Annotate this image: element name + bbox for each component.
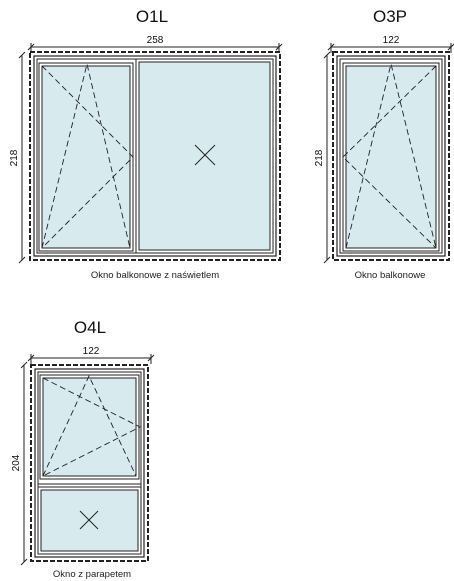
fixed-pane-o1l: [135, 58, 274, 254]
wall-opening-o1l: [29, 51, 281, 261]
caption-o4l: Okno z parapetem: [53, 569, 131, 580]
wall-opening-o3p: [332, 51, 450, 261]
height-dimension-o3p: 218: [314, 51, 331, 264]
width-dimension-o3p: 122: [327, 35, 454, 53]
window-code-o3p: O3P: [373, 7, 407, 26]
width-label-o3p: 122: [383, 35, 400, 46]
window-code-o4l: O4L: [74, 318, 106, 337]
window-o1l: O1L 258 218: [9, 7, 283, 281]
width-label-o4l: 122: [83, 346, 100, 357]
width-dimension-o1l: 258: [27, 35, 283, 53]
window-o4l: O4L 122 204: [11, 318, 155, 580]
caption-o3p: Okno balkonowe: [355, 270, 426, 281]
sash-o3p: [342, 62, 440, 252]
sash-left-o1l: [38, 62, 134, 252]
width-dimension-o4l: 122: [27, 346, 155, 364]
wall-opening-o4l: [30, 364, 149, 562]
caption-o1l: Okno balkonowe z naświetlem: [91, 270, 219, 281]
height-label-o4l: 204: [11, 454, 22, 471]
sash-upper-o4l: [39, 374, 141, 480]
height-label-o1l: 218: [9, 149, 20, 166]
height-dimension-o4l: 204: [11, 361, 28, 566]
height-label-o3p: 218: [314, 149, 325, 166]
height-dimension-o1l: 218: [9, 51, 26, 264]
width-label-o1l: 258: [147, 35, 164, 46]
window-code-o1l: O1L: [136, 7, 168, 26]
fixed-pane-lower-o4l: [37, 486, 142, 555]
window-o3p: O3P 122 218 Okno balkonowe: [314, 7, 454, 281]
